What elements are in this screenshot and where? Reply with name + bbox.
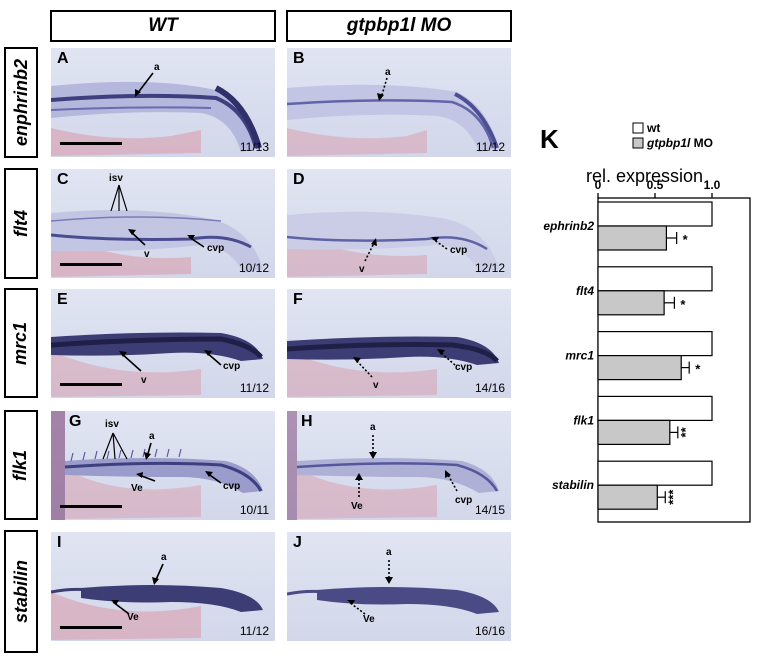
svg-text:cvp: cvp (455, 495, 472, 506)
svg-text:v: v (359, 264, 365, 275)
svg-text:v: v (373, 380, 379, 391)
panel-j: a Ve J 16/16 (287, 532, 511, 641)
bar-mo (597, 419, 671, 445)
svg-text:a: a (149, 431, 155, 442)
embryo-count: 14/15 (474, 503, 505, 517)
panel-b: a B 11/12 (287, 48, 511, 157)
panel-letter: E (57, 291, 68, 308)
expression-bar-chart: wt gtpbp1l MO rel. expression 0 0.5 1.0 eph… (543, 121, 751, 523)
panel-f: v cvp F 14/16 (287, 289, 511, 398)
panel-h: a Ve cvp H 14/15 (287, 411, 511, 520)
panel-letter: J (293, 534, 302, 551)
bar-mo (597, 484, 658, 510)
row-label-mrc1: mrc1 (4, 288, 38, 398)
bar-wt (597, 266, 713, 292)
svg-text:cvp: cvp (223, 361, 240, 372)
svg-text:Ve: Ve (351, 501, 363, 512)
svg-text:cvp: cvp (223, 481, 240, 492)
panel-letter: H (301, 413, 313, 430)
panel-letter: I (57, 534, 62, 551)
svg-text:v: v (144, 249, 150, 260)
category-label: flk1 (573, 413, 594, 427)
svg-text:Ve: Ve (131, 483, 143, 494)
panel-i: a Ve I 11/12 (51, 532, 275, 641)
bar-mo (597, 355, 682, 381)
panel-letter: D (293, 171, 305, 188)
embryo-count: 11/12 (239, 624, 269, 638)
svg-text:a: a (370, 422, 376, 433)
significance-mark: * (683, 232, 689, 247)
embryo-count: 11/12 (239, 381, 269, 395)
embryo-count: 11/13 (239, 140, 269, 154)
svg-text:v: v (141, 375, 147, 386)
embryo-count: 10/12 (238, 261, 269, 275)
svg-text:cvp: cvp (450, 245, 467, 256)
embryo-count: 16/16 (474, 624, 505, 638)
panel-letter: B (293, 50, 305, 67)
panel-c: isv v cvp C 10/12 (51, 169, 275, 278)
x-tick-label: 0 (595, 178, 602, 192)
panel-letter: G (69, 413, 82, 430)
svg-text:Ve: Ve (363, 614, 375, 625)
bar-wt (597, 460, 713, 486)
svg-text:Ve: Ve (127, 612, 139, 623)
panel-a: a A 11/13 (51, 48, 275, 157)
svg-text:isv: isv (105, 419, 119, 430)
legend-swatch-mo (632, 137, 644, 149)
svg-text:a: a (161, 552, 167, 563)
chart-legend: wt gtpbp1l MO (632, 121, 713, 150)
column-header-wt: WT (50, 10, 276, 42)
scale-bar (60, 383, 122, 386)
embryo-count: 11/12 (475, 140, 505, 154)
legend-label-mo: gtpbp1l MO (646, 136, 713, 150)
bar-wt (597, 201, 713, 227)
category-label: ephrinb2 (543, 219, 594, 233)
chart-title: rel. expression (586, 166, 703, 186)
svg-text:cvp: cvp (455, 362, 472, 373)
svg-text:a: a (154, 62, 160, 73)
x-tick-label: 0.5 (647, 178, 664, 192)
significance-mark: * (695, 362, 701, 377)
column-header-mo: gtpbp1l MO (286, 10, 512, 42)
svg-text:a: a (386, 547, 392, 558)
x-tick-label: 1.0 (704, 178, 721, 192)
scale-bar (60, 626, 122, 629)
embryo-count: 14/16 (474, 381, 505, 395)
significance-mark: ** (678, 426, 693, 437)
panel-g: isv a Ve cvp G 10/11 (51, 411, 275, 520)
category-label: stabilin (552, 478, 594, 492)
bar-mo (597, 225, 668, 251)
panel-letter: F (293, 291, 303, 308)
panel-letter-k: K (540, 124, 559, 154)
svg-text:a: a (385, 67, 391, 78)
row-label-stabilin: stabilin (4, 530, 38, 653)
bar-wt (597, 331, 713, 357)
row-label-flk1: flk1 (4, 410, 38, 520)
bar-wt (597, 395, 713, 421)
legend-label-wt: wt (646, 121, 660, 135)
panel-letter: A (57, 50, 69, 67)
panel-d: v cvp D 12/12 (287, 169, 511, 278)
category-label: mrc1 (565, 349, 594, 363)
category-label: flt4 (576, 284, 594, 298)
svg-text:cvp: cvp (207, 243, 224, 254)
scale-bar (60, 142, 122, 145)
significance-mark: * (680, 297, 686, 312)
bar-mo (597, 290, 665, 316)
embryo-count: 12/12 (474, 261, 505, 275)
svg-text:isv: isv (109, 173, 123, 184)
panel-letter: C (57, 171, 69, 188)
scale-bar (60, 505, 122, 508)
embryo-count: 10/11 (239, 503, 269, 517)
significance-mark: *** (665, 489, 680, 505)
scale-bar (60, 263, 122, 266)
row-label-flt4: flt4 (4, 168, 38, 279)
panel-e: v cvp E 11/12 (51, 289, 275, 398)
legend-swatch-wt (632, 122, 644, 134)
row-label-enphrinb2: enphrinb2 (4, 47, 38, 158)
